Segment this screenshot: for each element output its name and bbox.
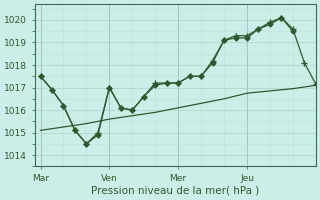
- X-axis label: Pression niveau de la mer( hPa ): Pression niveau de la mer( hPa ): [91, 186, 260, 196]
